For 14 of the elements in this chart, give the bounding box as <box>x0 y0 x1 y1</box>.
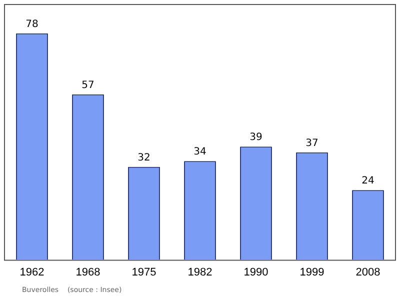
x-tick-label: 2008 <box>356 266 380 278</box>
data-label: 39 <box>250 132 262 144</box>
data-label: 34 <box>194 146 206 158</box>
data-label: 37 <box>306 138 318 150</box>
data-label: 78 <box>26 19 38 30</box>
x-tick-label: 1982 <box>188 266 212 278</box>
x-tick-label: 1999 <box>300 266 324 278</box>
x-tick-label: 1962 <box>20 266 44 278</box>
x-tick-label: 1975 <box>132 266 156 278</box>
data-label: 24 <box>362 176 374 187</box>
x-tick-label: 1968 <box>76 266 100 278</box>
x-tick-label: 1990 <box>244 266 268 278</box>
data-label: 32 <box>138 152 150 164</box>
data-label: 57 <box>82 80 94 91</box>
